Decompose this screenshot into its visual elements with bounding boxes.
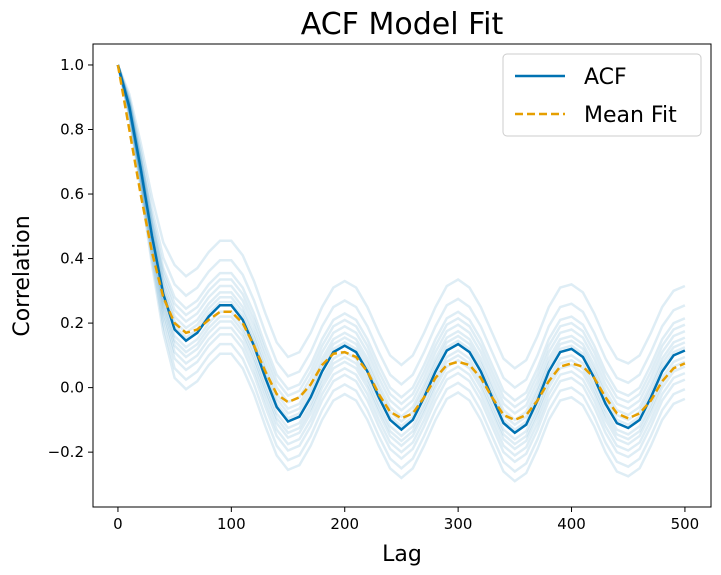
x-axis-label: Lag [382, 542, 422, 567]
x-tick-label: 500 [671, 515, 700, 533]
sample-curve-13 [116, 64, 686, 390]
sample-curve-11 [116, 64, 686, 409]
sample-curve-2 [116, 64, 686, 464]
y-tick-label: 0.2 [60, 314, 84, 332]
legend: ACF Mean Fit [502, 53, 702, 137]
y-tick-label: 0.8 [60, 121, 84, 139]
sample-curve-7 [116, 64, 686, 432]
sample-curve-1 [116, 64, 686, 474]
y-tick-label: 0.0 [60, 379, 84, 397]
y-axis-label: Correlation [10, 215, 35, 336]
sample-curve-8 [116, 64, 686, 427]
plot-frame [92, 43, 712, 508]
sample-curve-4 [116, 64, 686, 451]
sample-curve-9 [116, 64, 686, 422]
legend-label-acf: ACF [584, 65, 627, 90]
chart-title: ACF Model Fit [301, 7, 504, 42]
x-tick-label: 400 [557, 515, 586, 533]
x-tick-label: 0 [113, 515, 123, 533]
series-lines [116, 64, 686, 435]
y-axis-ticks: −0.2 0.0 0.2 0.4 0.6 0.8 1.0 [48, 56, 93, 461]
x-tick-label: 200 [330, 515, 359, 533]
y-tick-label: 1.0 [60, 56, 84, 74]
legend-label-mean-fit: Mean Fit [584, 103, 677, 128]
sample-curve-6 [116, 64, 686, 441]
sample-curve-5 [116, 64, 686, 446]
background-curves [116, 64, 686, 483]
sample-curve-10 [116, 64, 686, 415]
sample-curve-3 [116, 64, 686, 457]
y-tick-label: 0.6 [60, 185, 84, 203]
y-tick-label: 0.4 [60, 250, 84, 268]
y-tick-label: −0.2 [48, 443, 84, 461]
x-axis-ticks: 0 100 200 300 400 500 [113, 507, 699, 533]
x-tick-label: 300 [444, 515, 473, 533]
x-tick-label: 100 [217, 515, 246, 533]
sample-curve-14 [116, 64, 686, 370]
series-line-acf [116, 64, 686, 435]
sample-curve-12 [116, 64, 686, 403]
legend-frame [502, 53, 702, 137]
sample-curve-0 [116, 64, 686, 483]
